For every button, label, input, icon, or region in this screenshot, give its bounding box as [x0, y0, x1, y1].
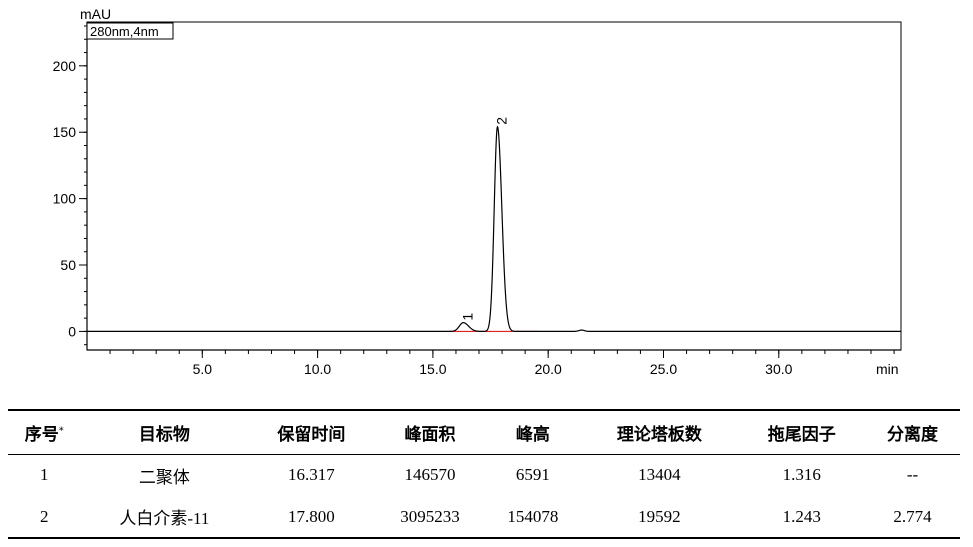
- header-resolution: 分离度: [887, 424, 939, 445]
- x-tick-label: 20.0: [535, 361, 562, 377]
- peak-label: 1: [459, 313, 475, 321]
- header-tailing-factor: 拖尾因子: [767, 424, 836, 445]
- header-peak-area: 峰面积: [404, 424, 456, 445]
- cell-index: 2: [40, 506, 49, 526]
- header-retention-time: 保留时间: [277, 424, 346, 445]
- cell-peak-height: 6591: [515, 465, 550, 485]
- header-index: 序号*: [24, 424, 64, 445]
- cell-peak-area: 146570: [404, 465, 456, 485]
- channel-label-box: [86, 22, 174, 40]
- cell-retention-time: 17.800: [288, 506, 335, 526]
- cell-index: 1: [40, 465, 49, 485]
- tick-layer: [79, 25, 895, 358]
- y-tick-label: 50: [60, 257, 76, 273]
- cell-peak-height: 154078: [507, 506, 559, 526]
- cell-theoretical-plates: 19592: [638, 506, 681, 526]
- y-tick-label: 0: [68, 323, 76, 339]
- cell-tailing-factor: 1.316: [782, 465, 821, 485]
- peak-label-layer: 12: [459, 117, 509, 321]
- y-axis-label: mAU: [80, 6, 111, 22]
- table-row: 1 二聚体 16.317 146570 6591 13404 1.316 --: [8, 454, 960, 496]
- channel-label: 280nm,4nm: [90, 24, 159, 39]
- header-target: 目标物: [138, 424, 190, 445]
- cell-tailing-factor: 1.243: [782, 506, 821, 526]
- x-tick-label: 10.0: [304, 361, 331, 377]
- table-header-row: 序号* 目标物 保留时间 峰面积 峰高 理论塔板数 拖尾因子 分离度: [8, 410, 960, 454]
- x-axis-label: min: [876, 361, 899, 377]
- x-tick-label: 5.0: [193, 361, 213, 377]
- chromatogram-trace: [87, 125, 901, 333]
- tick-label-layer: 5.0 10.0 15.0 20.0 25.0 30.0 0 50 100 150 200: [53, 58, 793, 377]
- cell-target: 人白介素-11: [119, 509, 210, 528]
- y-tick-label: 100: [53, 191, 77, 207]
- plot-frame: [86, 21, 902, 351]
- cell-peak-area: 3095233: [400, 506, 460, 526]
- header-peak-height: 峰高: [515, 424, 550, 445]
- x-tick-label: 15.0: [419, 361, 446, 377]
- cell-resolution: 2.774: [893, 506, 932, 526]
- y-tick-label: 200: [53, 58, 77, 74]
- cell-target: 二聚体: [138, 467, 190, 487]
- peak-label: 2: [493, 117, 509, 125]
- header-theoretical-plates: 理论塔板数: [616, 424, 702, 445]
- results-table: 序号* 目标物 保留时间 峰面积 峰高 理论塔板数 拖尾因子 分离度 1 二聚体…: [8, 409, 960, 539]
- cell-retention-time: 16.317: [288, 465, 335, 485]
- x-tick-label: 25.0: [650, 361, 677, 377]
- x-tick-label: 30.0: [765, 361, 792, 377]
- table-row: 2 人白介素-11 17.800 3095233 154078 19592 1.…: [8, 496, 960, 538]
- cell-theoretical-plates: 13404: [638, 465, 681, 485]
- cell-resolution: --: [906, 465, 919, 485]
- y-tick-label: 150: [53, 124, 77, 140]
